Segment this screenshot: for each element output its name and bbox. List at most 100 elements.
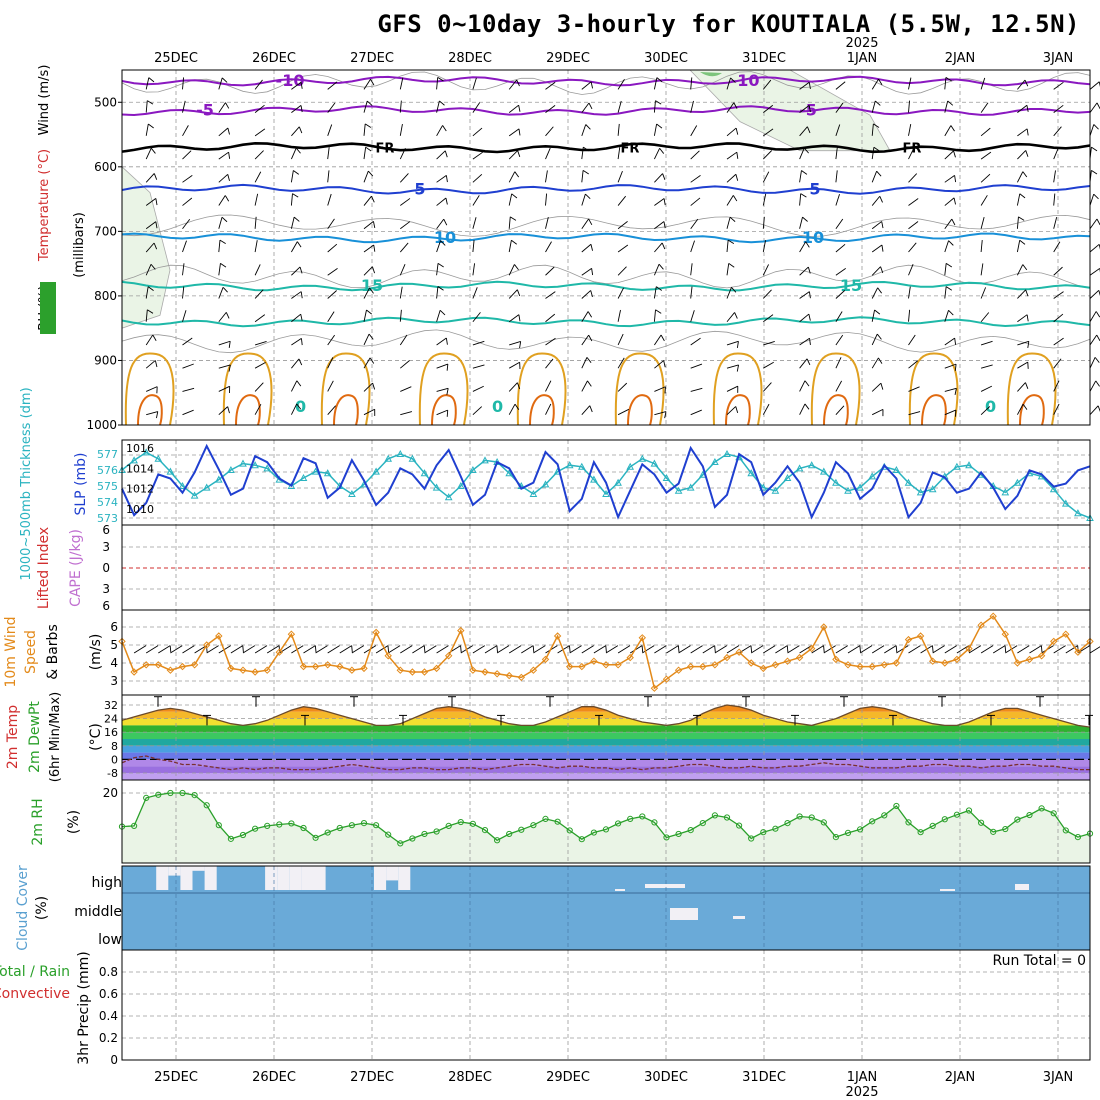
wind-barb [944, 197, 956, 206]
wind-barb [254, 264, 261, 276]
temp-contour-loop [712, 352, 763, 426]
barb-feather [147, 100, 154, 105]
barb-staff [145, 173, 155, 183]
wind-barb [702, 645, 716, 654]
barb-staff [762, 240, 766, 253]
wind-speed-line [121, 615, 1091, 690]
wind-barb [472, 385, 484, 392]
barb-feather [516, 382, 521, 390]
barb-staff [980, 287, 987, 299]
stability-tick-label: 6 [102, 599, 110, 613]
isotherm-label: FR [376, 141, 395, 156]
rh-point [506, 830, 513, 838]
wind-barb [871, 309, 881, 322]
rh-area [122, 793, 1090, 863]
temp-contour-loop [529, 394, 555, 426]
thickness-point [263, 464, 272, 472]
barb-staff [436, 125, 443, 137]
wind-speed-point [590, 657, 598, 665]
barb-staff [145, 147, 152, 160]
wind-barb [726, 312, 738, 323]
wind-barb [1053, 104, 1064, 113]
barb-staff [545, 193, 548, 206]
barb-feather [1024, 79, 1029, 87]
barb-feather [656, 77, 663, 83]
rh-point [469, 820, 476, 827]
barb-feather [948, 309, 954, 316]
barb-feather [510, 216, 517, 221]
barb-staff [472, 127, 483, 137]
barb-staff [1017, 314, 1028, 323]
wind-barb [363, 100, 373, 113]
thickness-point [602, 489, 610, 497]
wind-barb [944, 262, 953, 276]
wind-barb [690, 263, 693, 276]
thickness-point [1074, 509, 1082, 517]
wind-barb [871, 170, 882, 183]
barb-staff [545, 313, 556, 323]
wind-barb [896, 645, 909, 654]
rh-point [421, 830, 428, 838]
rh-point [433, 828, 440, 835]
wind-barb [254, 128, 266, 137]
barb-staff [1053, 403, 1060, 415]
wind-speed-point [904, 635, 913, 644]
temp-contour-loop [418, 352, 469, 426]
wind-barb [871, 287, 882, 299]
wind-barb [363, 79, 375, 90]
date-footer-label: 2JAN [945, 1070, 976, 1085]
rh-point [1050, 810, 1057, 817]
wind-speed-point [251, 668, 259, 676]
barb-staff [1029, 645, 1042, 654]
barb-feather [242, 645, 244, 653]
rh-point [978, 819, 985, 826]
barb-staff [1089, 380, 1097, 392]
barb-staff [1017, 150, 1027, 160]
barb-feather [296, 380, 302, 387]
barb-staff [472, 102, 481, 113]
date-header-label: 25DEC [154, 51, 198, 66]
barb-feather [733, 102, 738, 109]
barb-staff [436, 387, 449, 392]
barb-feather [373, 244, 376, 252]
cloud-clear-cell [168, 866, 181, 876]
barb-feather [440, 240, 446, 246]
barb-staff [182, 263, 185, 276]
wind-barb [726, 195, 738, 206]
wind-barb [944, 240, 954, 253]
isotherm-label-0: 0 [492, 397, 503, 416]
wind-barb [545, 313, 556, 323]
wind-speed-point [699, 662, 707, 671]
wind-barb [835, 290, 846, 299]
wind-tick-label: 3 [110, 674, 118, 688]
rh-point [252, 825, 259, 832]
wind-barb [218, 312, 230, 323]
barb-staff [690, 286, 693, 299]
temp-band [122, 773, 1090, 780]
barb-feather [1091, 170, 1098, 175]
barb-feather [364, 123, 372, 128]
pressure-tick-label: 500 [94, 95, 117, 109]
dewpt-axis-label: 2m DewPt [27, 701, 43, 773]
wind-barb [763, 128, 774, 137]
wind-barb [581, 81, 594, 90]
rh-contour [121, 71, 1091, 95]
barb-feather [808, 291, 811, 299]
wind-barb [399, 123, 403, 136]
dewpoint-line [121, 755, 1090, 771]
barb-staff [799, 358, 808, 369]
wind-barb [581, 645, 594, 654]
barb-feather [655, 100, 662, 105]
wind-barb [835, 334, 844, 346]
thickness-point [904, 478, 913, 486]
barb-staff [508, 150, 518, 160]
thickness-point [239, 459, 247, 467]
barb-feather [663, 360, 666, 368]
wind-barb [968, 645, 982, 654]
barb-feather [801, 170, 808, 175]
temp-axis-label: 2m Temp [5, 705, 21, 769]
barb-feather [1097, 405, 1100, 413]
barb-staff [653, 100, 656, 113]
barb-staff [206, 645, 219, 654]
barb-staff [871, 357, 879, 369]
